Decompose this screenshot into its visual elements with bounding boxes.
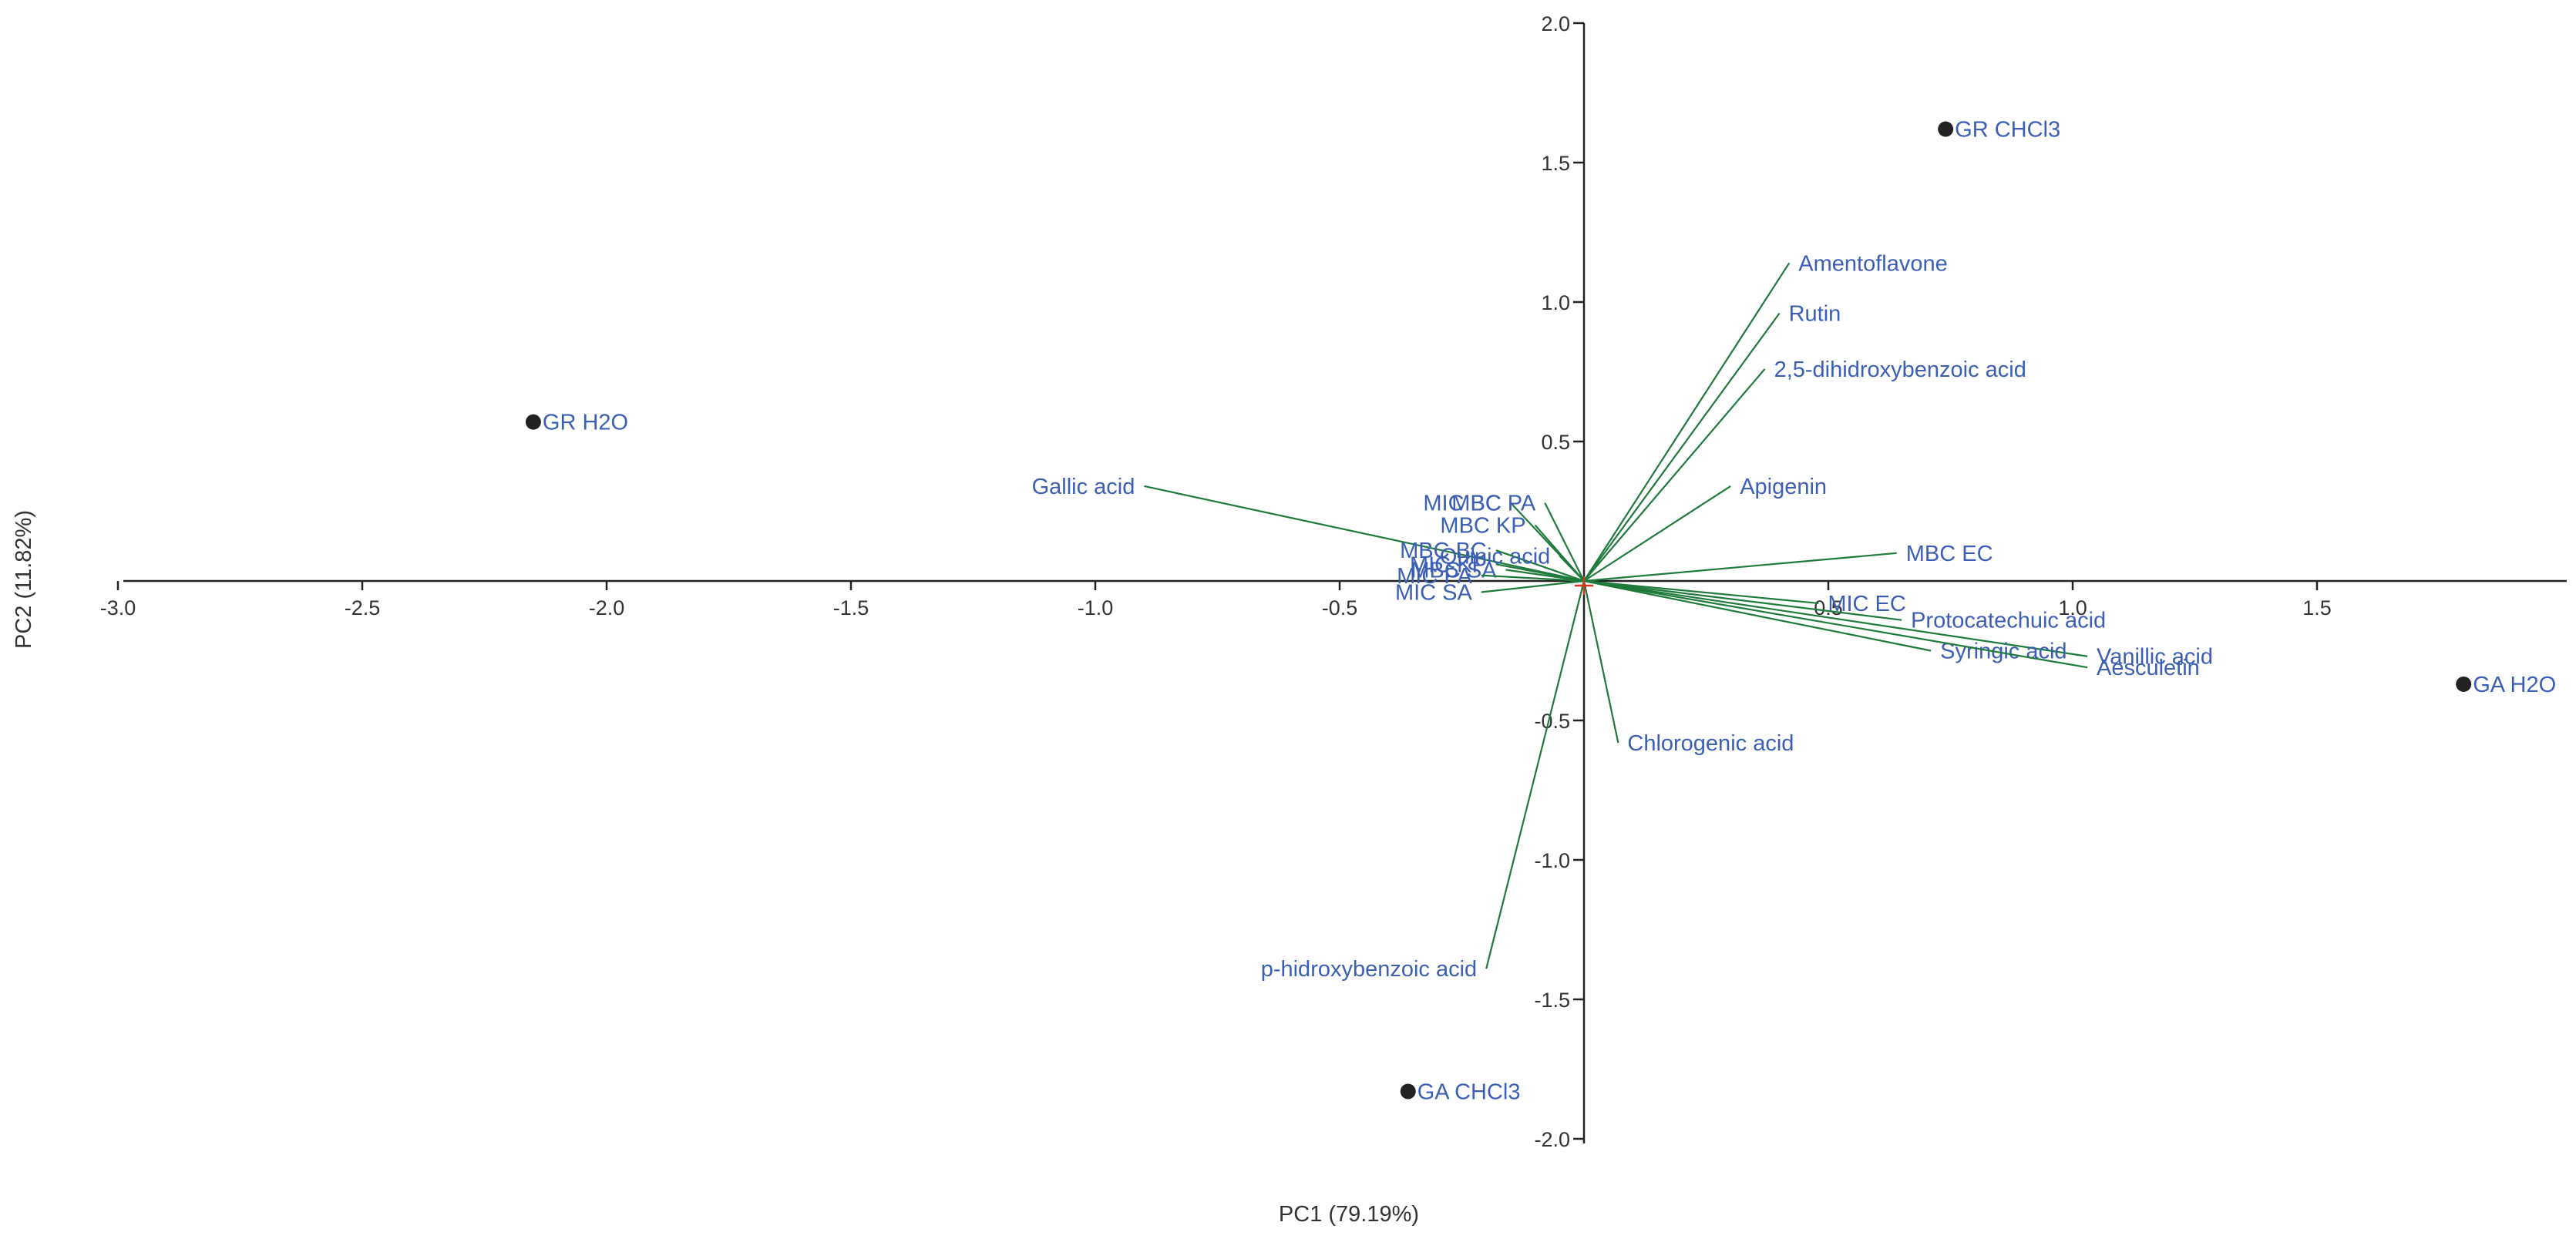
- loading-label: MBC KP: [1440, 514, 1525, 539]
- y-tick-label: 1.5: [1541, 152, 1570, 175]
- origin-marker: [1575, 576, 1593, 595]
- loading-label: MBC PA: [1451, 492, 1536, 516]
- y-axis-title: PC2 (11.82%): [12, 510, 36, 649]
- y-tick-label: 1.0: [1541, 291, 1570, 314]
- loading-label: Amentoflavone: [1798, 251, 1947, 276]
- y-tick-label: -1.5: [1534, 989, 1570, 1012]
- score-points: GR CHCl3 GR H2O GA H2O GA CHCl3: [525, 118, 2556, 1104]
- score-point: [525, 414, 541, 430]
- score-point: [2456, 676, 2472, 692]
- loading-label: p-hidroxybenzoic acid: [1261, 957, 1477, 982]
- x-tick-label: -3.0: [100, 596, 136, 620]
- loading-vector: [1481, 574, 1585, 583]
- loading-label: Aesculetin: [2097, 656, 2200, 680]
- y-tick-label: -2.0: [1534, 1128, 1570, 1151]
- loading-vector: [1583, 368, 1766, 582]
- loading-vector: [1583, 579, 2088, 669]
- loading-vector: [1144, 485, 1585, 583]
- loading-vector: [1481, 579, 1585, 593]
- y-ticks: -2.0 -1.5 -1.0 -0.5 0.5 1.0 1.5 2.0: [1534, 12, 1584, 1151]
- y-tick-label: -0.5: [1534, 710, 1570, 733]
- loading-label: MIC KP: [1410, 552, 1487, 577]
- score-point-label: GA CHCl3: [1417, 1080, 1521, 1104]
- loading-label: MBC EC: [1906, 542, 1993, 566]
- score-point: [1938, 121, 1954, 137]
- y-tick-label: -1.0: [1534, 849, 1570, 872]
- loading-vector: [1505, 569, 1585, 583]
- score-point-label: GA H2O: [2473, 673, 2556, 697]
- score-point: [1400, 1083, 1416, 1100]
- y-tick-label: 2.0: [1541, 12, 1570, 35]
- x-tick-label: -0.5: [1322, 596, 1358, 620]
- loading-vector: [1583, 552, 1897, 583]
- loading-vector: [1583, 262, 1791, 582]
- x-tick-label: 1.5: [2302, 596, 2332, 620]
- loading-label: MIC PA: [1397, 564, 1472, 589]
- loading-vectors: Amentoflavone Rutin 2,5-dihidroxybenzoic a…: [1032, 251, 2213, 982]
- loading-vector: [1495, 549, 1585, 583]
- loading-vector: [1559, 555, 1585, 582]
- loading-label: Quinic acid: [1440, 544, 1550, 569]
- x-tick-label: -1.0: [1078, 596, 1114, 620]
- loading-vector: [1582, 580, 1619, 744]
- loading-label: MBC BC: [1400, 539, 1487, 563]
- loading-vector: [1583, 579, 1932, 652]
- loading-label: Protocatechuic acid: [1911, 609, 2106, 633]
- loading-label: Gallic acid: [1032, 475, 1135, 499]
- x-tick-label: -2.0: [589, 596, 625, 620]
- score-point-label: GR H2O: [543, 411, 628, 435]
- loading-label: MBC SA: [1411, 559, 1497, 583]
- loading-label: MIC SA: [1395, 580, 1473, 605]
- loading-vector: [1485, 580, 1586, 969]
- loading-label: Chlorogenic acid: [1627, 731, 1794, 756]
- loading-vector: [1583, 579, 2088, 657]
- loading-label: Rutin: [1789, 301, 1841, 326]
- score-point-label: GR CHCl3: [1955, 118, 2060, 143]
- loading-label: Apigenin: [1740, 475, 1827, 499]
- loading-vector: [1544, 502, 1585, 582]
- loading-vector: [1583, 579, 1819, 605]
- loading-label: MIC BC: [1423, 492, 1502, 516]
- loading-vector: [1583, 312, 1781, 582]
- x-tick-label: -1.5: [833, 596, 869, 620]
- loading-vector: [1583, 579, 1902, 621]
- x-axis-title: PC1 (79.19%): [1279, 1202, 1419, 1227]
- x-tick-label: -2.5: [345, 596, 381, 620]
- loading-vector: [1583, 485, 1731, 582]
- loading-label: Vanillic acid: [2097, 645, 2213, 670]
- y-tick-label: 0.5: [1541, 431, 1570, 454]
- loading-label: 2,5-dihidroxybenzoic acid: [1774, 358, 2026, 382]
- x-ticks: -3.0 -2.5 -2.0 -1.5 -1.0 -0.5 0.5 1.0 1.5: [100, 581, 2332, 620]
- x-tick-label: 1.0: [2058, 596, 2087, 620]
